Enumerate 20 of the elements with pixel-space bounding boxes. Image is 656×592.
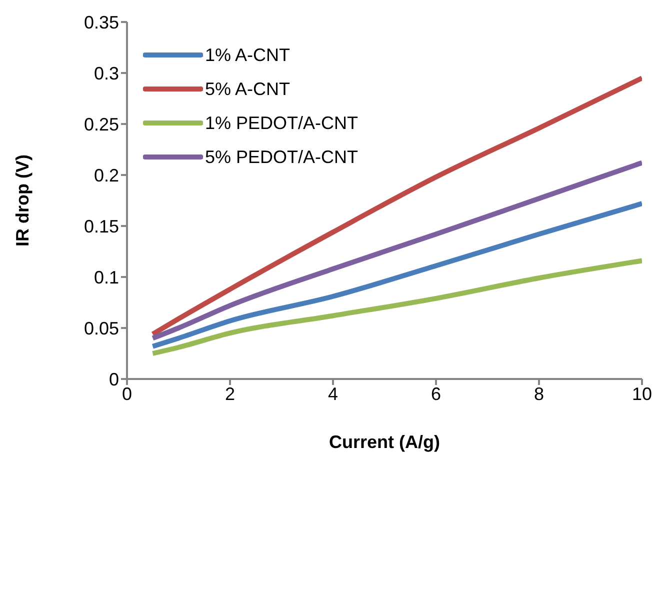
x-axis-title: Current (A/g)	[329, 432, 440, 452]
x-tick-label: 10	[632, 384, 652, 404]
x-tick-label: 6	[430, 384, 442, 404]
legend-label: 5% PEDOT/A-CNT	[205, 146, 358, 168]
y-tick-label: 0.3	[94, 63, 119, 84]
legend-label: 1% A-CNT	[205, 44, 290, 66]
x-tick-label: 0	[122, 384, 132, 404]
y-tick-label: 0.1	[94, 267, 119, 288]
y-tick-label: 0.2	[94, 165, 119, 186]
x-tick-label: 2	[224, 384, 236, 404]
x-tick-label: 8	[534, 384, 544, 404]
y-tick-label: 0.25	[84, 114, 119, 134]
legend-label: 1% PEDOT/A-CNT	[205, 112, 358, 134]
y-tick-label: 0.15	[84, 216, 119, 236]
y-tick-label: 0	[108, 369, 119, 390]
legend-label: 5% A-CNT	[205, 78, 290, 100]
y-tick-label: 0.35	[84, 12, 119, 32]
y-tick-label: 0.05	[84, 318, 119, 338]
x-tick-label: 4	[328, 384, 338, 404]
y-axis-title: IR drop (V)	[12, 154, 32, 246]
